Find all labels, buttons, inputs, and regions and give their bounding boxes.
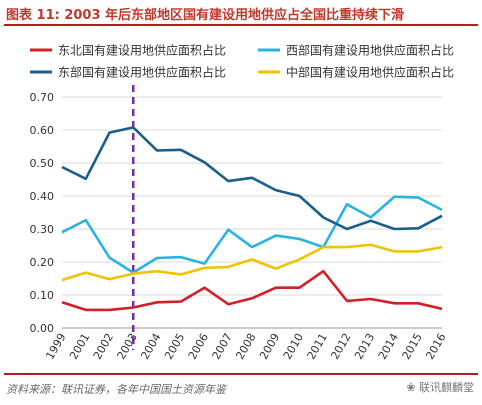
source-note: 资料来源：联讯证券，各年中国国土资源年鉴 xyxy=(6,383,226,396)
y-tick-label: 0.40 xyxy=(30,190,55,203)
series-line-0 xyxy=(61,269,443,312)
y-tick-label: 0.10 xyxy=(30,289,55,302)
x-tick-label: 2014 xyxy=(376,331,401,362)
y-tick-label: 0.20 xyxy=(30,256,55,269)
bottom-divider xyxy=(4,373,478,375)
x-tick-label: 2007 xyxy=(210,331,235,362)
y-tick-label: 0.70 xyxy=(30,91,55,104)
x-tick-label: 2010 xyxy=(281,331,306,362)
y-tick-label: 0.30 xyxy=(30,223,55,236)
legend-label: 中部国有建设用地供应面积占比 xyxy=(286,65,454,80)
x-tick-label: 2006 xyxy=(186,331,211,362)
x-tick-label: 2008 xyxy=(233,331,258,362)
watermark-text: 联讯麒麟堂 xyxy=(419,381,474,394)
x-tick-label: 2005 xyxy=(162,331,187,362)
x-tick-label: 2012 xyxy=(328,331,353,362)
chart-title: 图表 11: 2003 年后东部地区国有建设用地供应占全国比重持续下滑 xyxy=(6,8,405,23)
watermark: ❀ 联讯麒麟堂 xyxy=(406,379,474,395)
x-tick-label: 2009 xyxy=(257,331,282,362)
x-tick-label: 2015 xyxy=(400,331,425,362)
series-line-3 xyxy=(61,243,443,282)
x-tick-label: 2013 xyxy=(352,331,377,362)
x-tick-label: 2002 xyxy=(91,331,116,362)
y-tick-label: 0.00 xyxy=(30,322,55,335)
legend-label: 东部国有建设用地供应面积占比 xyxy=(58,65,226,80)
x-tick-label: 2001 xyxy=(67,331,92,362)
series-line-1 xyxy=(61,195,443,274)
y-tick-label: 0.50 xyxy=(30,157,55,170)
series-line-2 xyxy=(61,126,443,231)
title-divider xyxy=(4,24,478,26)
x-tick-label: 2004 xyxy=(138,331,163,362)
y-tick-label: 0.60 xyxy=(30,124,55,137)
x-tick-label: 2016 xyxy=(423,331,448,362)
x-tick-label: 2011 xyxy=(305,331,330,362)
x-tick-label: 2003 xyxy=(115,331,140,362)
watermark-icon: ❀ xyxy=(406,381,416,394)
legend-label: 西部国有建设用地供应面积占比 xyxy=(286,43,454,58)
legend-label: 东北国有建设用地供应面积占比 xyxy=(58,43,226,58)
x-tick-label: 1999 xyxy=(43,331,68,362)
